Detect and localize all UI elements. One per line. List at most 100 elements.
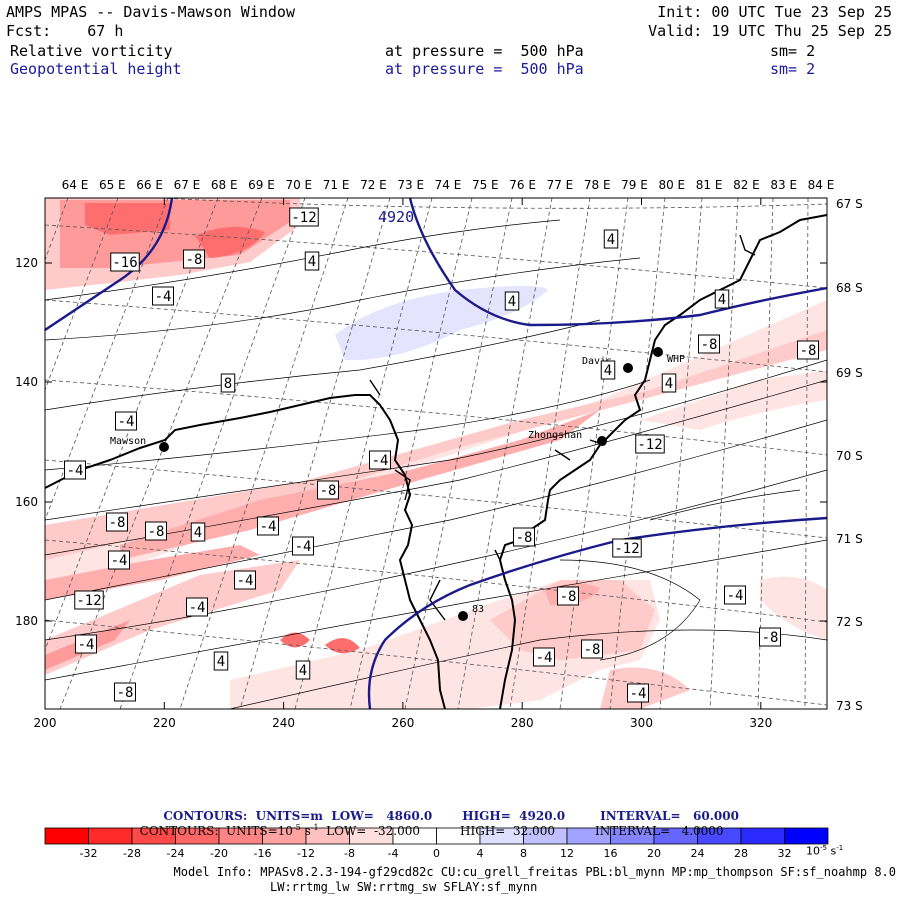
- lon-label: 67 E: [174, 178, 201, 192]
- init-time: Init: 00 UTC Tue 23 Sep 25: [657, 3, 892, 21]
- vorticity-label: 4: [661, 373, 677, 393]
- station-dot: [653, 347, 663, 357]
- vorticity-label: 4: [295, 660, 311, 680]
- lon-label: 80 E: [658, 178, 685, 192]
- svg-text:-8: -8: [516, 530, 533, 546]
- y-tick-label: 120: [15, 256, 38, 270]
- vorticity-label: -8: [759, 627, 781, 647]
- plot-frame: [44, 197, 828, 710]
- x-tick-label: 200: [34, 716, 57, 730]
- svg-text:4: 4: [194, 525, 202, 541]
- colorbar-tick-label: -24: [167, 847, 185, 860]
- lon-label: 71 E: [323, 178, 350, 192]
- map-fields: [45, 198, 827, 709]
- station-label: Mawson: [110, 436, 146, 447]
- vorticity-contour-labels: -12 -16 -8 4 -4 4 8 4 4 -4 -8 4 -4 -8 4 -4 -12 -8 -8 -8 4 -4 -…: [64, 207, 819, 703]
- lat-label: 72 S: [836, 615, 863, 629]
- vorticity-label: 4: [714, 289, 730, 309]
- vorticity-label: 4: [190, 522, 206, 542]
- lon-label: 74 E: [435, 178, 462, 192]
- colorbar-tick-label: 20: [647, 847, 661, 860]
- svg-text:-4: -4: [372, 453, 389, 469]
- colorbar-tick-label: -4: [388, 847, 399, 860]
- colorbar-unit: 10-5 s-1: [806, 845, 843, 857]
- svg-text:4: 4: [718, 292, 726, 308]
- vorticity-label: -8: [114, 682, 136, 702]
- lon-label: 76 E: [509, 178, 536, 192]
- vort-contour-high: HIGH= 32.000: [460, 824, 555, 838]
- lon-label: 77 E: [547, 178, 574, 192]
- svg-text:-4: -4: [118, 414, 135, 430]
- svg-text:-8: -8: [762, 630, 779, 646]
- svg-text:-16: -16: [112, 255, 137, 271]
- svg-text:-4: -4: [111, 553, 128, 569]
- height-contour-units: CONTOURS: UNITS=m LOW= 4860.0: [163, 809, 433, 823]
- lon-label: 72 E: [360, 178, 387, 192]
- lon-label: 66 E: [136, 178, 163, 192]
- vorticity-label: 4: [600, 360, 616, 380]
- vorticity-label: -4: [257, 516, 279, 536]
- svg-text:-4: -4: [189, 600, 206, 616]
- vorticity-label: -8: [797, 340, 819, 360]
- svg-text:4: 4: [508, 294, 516, 310]
- vorticity-label: -8: [183, 249, 205, 269]
- lon-label: 78 E: [584, 178, 611, 192]
- colorbar-tick-label: -16: [254, 847, 272, 860]
- colorbar-swatch: [740, 827, 785, 845]
- lat-label: 70 S: [836, 449, 863, 463]
- lon-label: 75 E: [472, 178, 499, 192]
- vorticity-label: -4: [108, 550, 130, 570]
- height-contour-high: HIGH= 4920.0: [462, 809, 566, 823]
- colorbar-tick-label: -20: [210, 847, 228, 860]
- svg-text:-12: -12: [291, 210, 316, 226]
- colorbar-unit-exp: -5: [820, 844, 827, 852]
- model-info-line2: LW:rrtmg_lw SW:rrtmg_sw SFLAY:sf_mynn: [270, 880, 538, 894]
- colorbar-swatch: [784, 827, 829, 845]
- field1-smoothing: sm= 2: [770, 42, 816, 60]
- svg-text:-4: -4: [67, 463, 84, 479]
- y-tick-label: 140: [15, 375, 38, 389]
- vorticity-label: -12: [612, 538, 642, 558]
- colorbar-unit-s: s: [826, 844, 837, 858]
- lat-label: 68 S: [836, 281, 863, 295]
- lat-label: 67 S: [836, 197, 863, 211]
- vorticity-label: -12: [635, 434, 665, 454]
- height-contour-info: CONTOURS: UNITS=m LOW= 4860.0 HIGH= 4920.…: [155, 798, 739, 822]
- lon-label: 83 E: [770, 178, 797, 192]
- vorticity-label: -4: [115, 411, 137, 431]
- svg-text:-8: -8: [109, 515, 126, 531]
- vort-contour-interval: INTERVAL= 4.0000: [594, 824, 724, 838]
- vorticity-label: -4: [64, 460, 86, 480]
- svg-text:-4: -4: [536, 650, 553, 666]
- vorticity-label: -12: [74, 590, 104, 610]
- vorticity-label: -4: [75, 634, 97, 654]
- vorticity-label: -8: [581, 639, 603, 659]
- x-tick-label: 220: [153, 716, 176, 730]
- svg-text:-12: -12: [614, 541, 639, 557]
- svg-text:4: 4: [217, 654, 225, 670]
- field2-pressure: at pressure = 500 hPa: [385, 60, 584, 78]
- station-dot: [597, 436, 607, 446]
- vort-units-exponent2: -1: [310, 823, 319, 832]
- lon-label: 73 E: [397, 178, 424, 192]
- svg-text:-8: -8: [584, 642, 601, 658]
- colorbar-tick-label: 12: [560, 847, 574, 860]
- vorticity-label: -4: [292, 536, 314, 556]
- field2-smoothing: sm= 2: [770, 60, 816, 78]
- vorticity-label: -4: [152, 286, 174, 306]
- svg-text:-4: -4: [295, 539, 312, 555]
- svg-text:-8: -8: [117, 685, 134, 701]
- lon-label: 69 E: [248, 178, 275, 192]
- vorticity-label: -8: [317, 480, 339, 500]
- vorticity-contours: [45, 219, 827, 709]
- x-tick-label: 240: [272, 716, 295, 730]
- colorbar-unit-exp2: -1: [836, 844, 844, 852]
- vorticity-label: -4: [369, 450, 391, 470]
- svg-text:-4: -4: [260, 519, 277, 535]
- lon-label: 64 E: [62, 178, 89, 192]
- vorticity-label: 4: [213, 651, 229, 671]
- lon-label: 84 E: [808, 178, 835, 192]
- vorticity-label: 4: [304, 251, 320, 271]
- station-label: WHP: [667, 354, 685, 365]
